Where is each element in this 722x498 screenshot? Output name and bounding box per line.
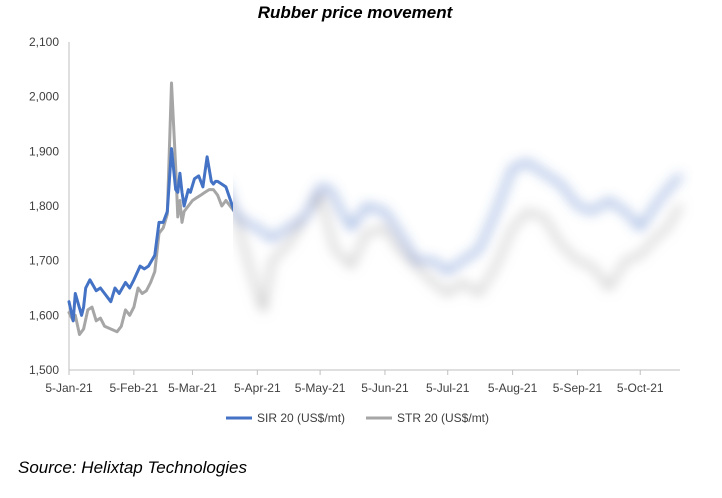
x-tick-label: 5-Feb-21: [110, 381, 159, 395]
y-tick-label: 1,700: [29, 254, 59, 268]
x-tick-label: 5-Oct-21: [617, 381, 664, 395]
series-line-str: [67, 81, 233, 336]
x-tick-label: 5-Mar-21: [168, 381, 217, 395]
x-tick-label: 5-Apr-21: [234, 381, 281, 395]
source-note: Source: Helixtap Technologies: [18, 458, 248, 477]
chart-title: Rubber price movement: [257, 3, 453, 22]
x-tick-label: 5-Sep-21: [553, 381, 603, 395]
x-tick-label: 5-May-21: [295, 381, 346, 395]
clear-series-region: [67, 81, 233, 336]
axes: 1,500 1,600 1,700 1,800 1,900 2,000 2,100 5-Jan…: [29, 35, 680, 395]
y-tick-label: 1,800: [29, 199, 59, 213]
x-tick-label: 5-Jul-21: [426, 381, 470, 395]
series-line-sir: [67, 147, 233, 323]
y-tick-label: 2,100: [29, 35, 59, 49]
y-tick-label: 1,900: [29, 144, 59, 158]
y-tick-label: 2,000: [29, 90, 59, 104]
x-tick-label: 5-Aug-21: [488, 381, 538, 395]
series-line-sir-blurred: [233, 160, 682, 274]
legend-label-sir: SIR 20 (US$/mt): [257, 411, 345, 425]
legend: SIR 20 (US$/mt) STR 20 (US$/mt): [226, 411, 489, 425]
series-line-str-blurred: [233, 193, 682, 312]
x-tick-label: 5-Jan-21: [45, 381, 93, 395]
blurred-series-region: [233, 160, 682, 312]
y-tick-label: 1,600: [29, 308, 59, 322]
y-tick-label: 1,500: [29, 363, 59, 377]
x-tick-label: 5-Jun-21: [361, 381, 409, 395]
legend-label-str: STR 20 (US$/mt): [397, 411, 489, 425]
